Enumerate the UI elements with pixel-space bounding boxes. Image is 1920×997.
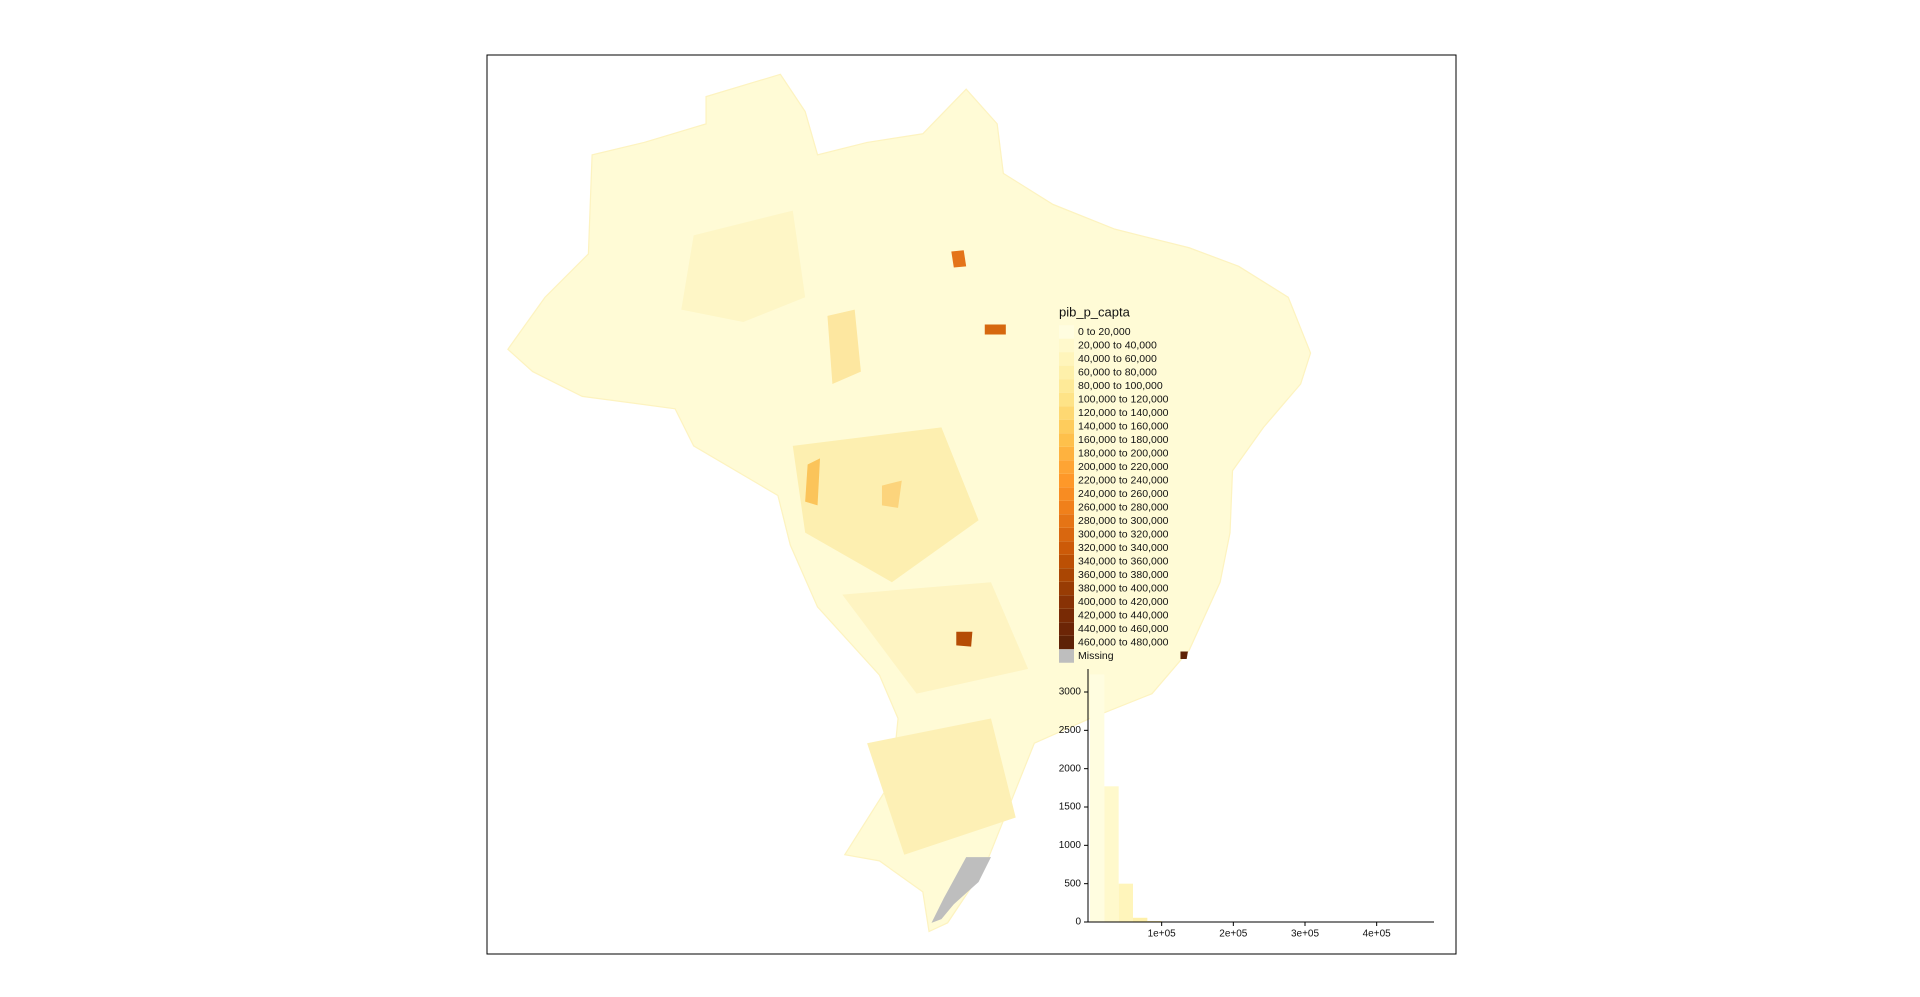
legend-label: 360,000 to 380,000: [1078, 569, 1169, 581]
legend-swatch: [1059, 352, 1074, 366]
legend-label: 380,000 to 400,000: [1078, 582, 1169, 594]
legend-label: 260,000 to 280,000: [1078, 501, 1169, 513]
region: [881, 480, 902, 508]
histogram-bar: [1133, 917, 1148, 922]
y-tick-label: 0: [1075, 917, 1081, 928]
y-tick-label: 3000: [1059, 687, 1082, 698]
histogram-bar: [1104, 786, 1119, 922]
legend-swatch: [1059, 541, 1074, 555]
region: [842, 582, 1029, 694]
legend-label: 460,000 to 480,000: [1078, 636, 1169, 648]
legend-swatch: [1059, 500, 1074, 515]
x-tick-label: 2e+05: [1219, 929, 1248, 940]
region: [827, 309, 861, 384]
legend-label: Missing: [1078, 650, 1114, 662]
legend-label: 140,000 to 160,000: [1078, 420, 1169, 432]
legend-swatch: [1059, 406, 1074, 420]
legend-label: 340,000 to 360,000: [1078, 555, 1169, 567]
legend-label: 440,000 to 460,000: [1078, 623, 1169, 635]
legend-label: 420,000 to 440,000: [1078, 609, 1169, 621]
legend-label: 0 to 20,000: [1078, 326, 1131, 338]
y-tick-label: 2000: [1059, 763, 1082, 774]
y-tick-label: 2500: [1059, 725, 1082, 736]
x-tick-label: 4e+05: [1363, 929, 1392, 940]
legend-label: 180,000 to 200,000: [1078, 447, 1169, 459]
region: [984, 324, 1006, 335]
region: [681, 210, 806, 323]
legend-label: 220,000 to 240,000: [1078, 474, 1169, 486]
histogram-bar: [1090, 674, 1105, 922]
legend-label: 400,000 to 420,000: [1078, 596, 1169, 608]
x-tick-label: 3e+05: [1291, 929, 1320, 940]
legend-swatch: [1059, 568, 1074, 582]
legend-label: 100,000 to 120,000: [1078, 393, 1169, 405]
legend-label: 80,000 to 100,000: [1078, 380, 1163, 392]
legend-label: 280,000 to 300,000: [1078, 515, 1169, 527]
legend-label: 300,000 to 320,000: [1078, 528, 1169, 540]
legend-label: 60,000 to 80,000: [1078, 366, 1157, 378]
missing-region: [931, 857, 991, 923]
legend-swatch: [1059, 392, 1074, 407]
legend-swatch: [1059, 649, 1074, 663]
y-tick-label: 1000: [1059, 840, 1082, 851]
y-tick-label: 1500: [1059, 802, 1082, 813]
legend-swatch: [1059, 338, 1074, 353]
histogram: 0 500 1000 1500 2000 2500 3000 1e+05 2e+05 3e+05 4…: [1059, 669, 1434, 940]
legend-swatch: [1059, 460, 1074, 474]
map-layer: [507, 73, 1312, 933]
legend-swatch: [1059, 473, 1074, 488]
region: [951, 250, 967, 268]
legend-label: 120,000 to 140,000: [1078, 407, 1169, 419]
legend-swatch: [1059, 433, 1074, 447]
region: [1180, 651, 1188, 659]
legend-swatch: [1059, 608, 1074, 623]
legend-label: 240,000 to 260,000: [1078, 488, 1169, 500]
legend-label: 320,000 to 340,000: [1078, 542, 1169, 554]
legend-swatch: [1059, 581, 1074, 596]
legend-swatch: [1059, 622, 1074, 636]
region: [867, 718, 1016, 855]
legend-swatch: [1059, 446, 1074, 461]
legend-label: 200,000 to 220,000: [1078, 461, 1169, 473]
legend-swatch: [1059, 554, 1074, 569]
legend-title: pib_p_capta: [1059, 304, 1131, 319]
legend-label: 40,000 to 60,000: [1078, 353, 1157, 365]
legend-label: 160,000 to 180,000: [1078, 434, 1169, 446]
legend-swatch: [1059, 379, 1074, 393]
legend-swatch: [1059, 527, 1074, 542]
legend-swatch: [1059, 365, 1074, 380]
x-tick-label: 1e+05: [1148, 929, 1177, 940]
legend-swatch: [1059, 595, 1074, 609]
legend-label: 20,000 to 40,000: [1078, 339, 1157, 351]
legend-swatch: [1059, 325, 1074, 339]
legend-swatch: [1059, 419, 1074, 434]
legend-swatch: [1059, 635, 1074, 650]
region: [805, 458, 821, 506]
region: [956, 631, 973, 647]
y-tick-label: 500: [1064, 878, 1081, 889]
histogram-bar: [1118, 883, 1133, 922]
legend-swatch: [1059, 514, 1074, 528]
legend-swatch: [1059, 487, 1074, 501]
